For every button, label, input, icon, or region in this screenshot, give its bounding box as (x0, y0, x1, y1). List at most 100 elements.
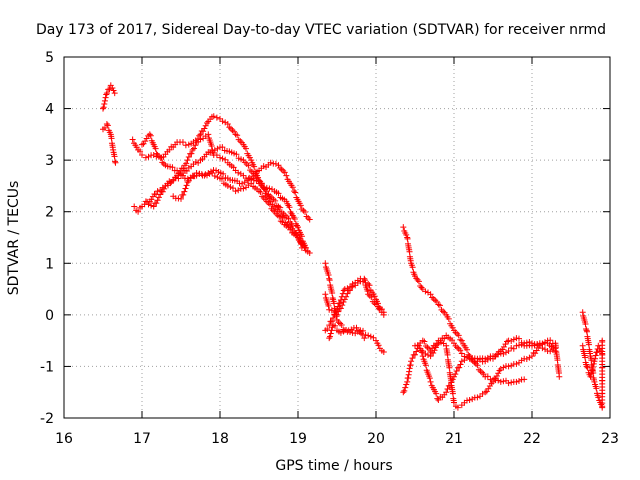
data-point (403, 381, 410, 388)
data-point (500, 350, 507, 357)
data-point (454, 344, 461, 351)
data-point (456, 364, 463, 371)
data-point (516, 335, 522, 342)
plot-frame (63, 56, 611, 419)
data-point (455, 332, 462, 339)
data-point (500, 378, 507, 385)
data-point (277, 218, 284, 225)
data-point (302, 244, 309, 251)
data-point (373, 337, 379, 344)
data-point (259, 193, 266, 200)
data-point (104, 122, 111, 129)
data-point (582, 320, 589, 327)
data-point (484, 354, 491, 361)
data-point (497, 366, 504, 373)
y-tick-label: 0 (45, 308, 54, 324)
data-points (100, 82, 606, 411)
data-point (464, 354, 470, 361)
y-tick-label: 2 (45, 205, 54, 221)
data-point (181, 188, 188, 195)
data-point (402, 384, 409, 391)
data-point (465, 351, 472, 358)
data-point (492, 352, 499, 359)
data-point (201, 125, 208, 132)
data-point (139, 151, 145, 158)
data-point (338, 293, 345, 300)
data-point (181, 175, 188, 182)
data-point (592, 352, 599, 359)
data-point (226, 124, 233, 131)
data-point (444, 386, 451, 393)
data-point (477, 368, 484, 375)
data-point (458, 358, 465, 365)
data-point (493, 373, 500, 380)
data-point (526, 342, 533, 349)
data-point (233, 151, 240, 158)
data-point (217, 154, 223, 161)
data-point (595, 342, 602, 349)
data-point (380, 348, 387, 355)
data-point (435, 301, 442, 308)
data-point (440, 308, 447, 315)
data-point (129, 136, 136, 143)
data-point (588, 370, 595, 377)
data-point (230, 185, 236, 192)
data-point (510, 345, 517, 352)
data-point (484, 373, 491, 380)
data-point (432, 344, 439, 351)
data-point (210, 113, 217, 120)
data-point (449, 324, 456, 331)
data-point (220, 170, 227, 177)
data-point (330, 315, 337, 322)
data-point (332, 322, 339, 329)
data-point (587, 373, 594, 380)
data-point (451, 399, 457, 406)
data-point (516, 378, 522, 385)
data-point (161, 185, 168, 192)
data-point (532, 350, 539, 357)
data-point (306, 249, 313, 256)
data-point (583, 325, 590, 332)
data-point (591, 358, 598, 365)
data-point (302, 209, 309, 216)
data-point (445, 315, 452, 322)
data-point (131, 203, 138, 210)
data-point (292, 189, 299, 196)
data-point (475, 366, 482, 373)
data-point (340, 287, 347, 294)
data-point (526, 354, 533, 361)
data-point (213, 114, 220, 121)
data-point (591, 378, 598, 385)
data-point (461, 353, 468, 360)
data-point (409, 355, 416, 362)
data-point (197, 136, 204, 143)
data-point (547, 337, 554, 344)
data-point (422, 350, 429, 357)
data-point (595, 394, 602, 401)
x-tick-label: 18 (211, 431, 229, 447)
chart-title: Day 173 of 2017, Sidereal Day-to-day VTE… (36, 22, 606, 38)
data-point (336, 300, 343, 307)
data-point (267, 159, 274, 166)
data-point (243, 145, 249, 152)
data-point (206, 170, 213, 177)
data-point (283, 172, 290, 179)
data-point (183, 182, 190, 189)
data-point (400, 224, 407, 231)
data-point (457, 336, 464, 343)
data-point (103, 121, 110, 128)
data-point (449, 337, 456, 344)
data-point (430, 295, 437, 302)
data-point (479, 369, 486, 376)
data-point (194, 135, 201, 142)
data-point (539, 340, 546, 347)
data-point (430, 350, 437, 357)
data-point (213, 152, 220, 159)
data-point (214, 145, 221, 152)
x-tick-label: 16 (55, 431, 73, 447)
data-point (275, 190, 282, 197)
data-point (427, 353, 434, 360)
data-point (178, 195, 184, 202)
data-point (166, 146, 173, 153)
